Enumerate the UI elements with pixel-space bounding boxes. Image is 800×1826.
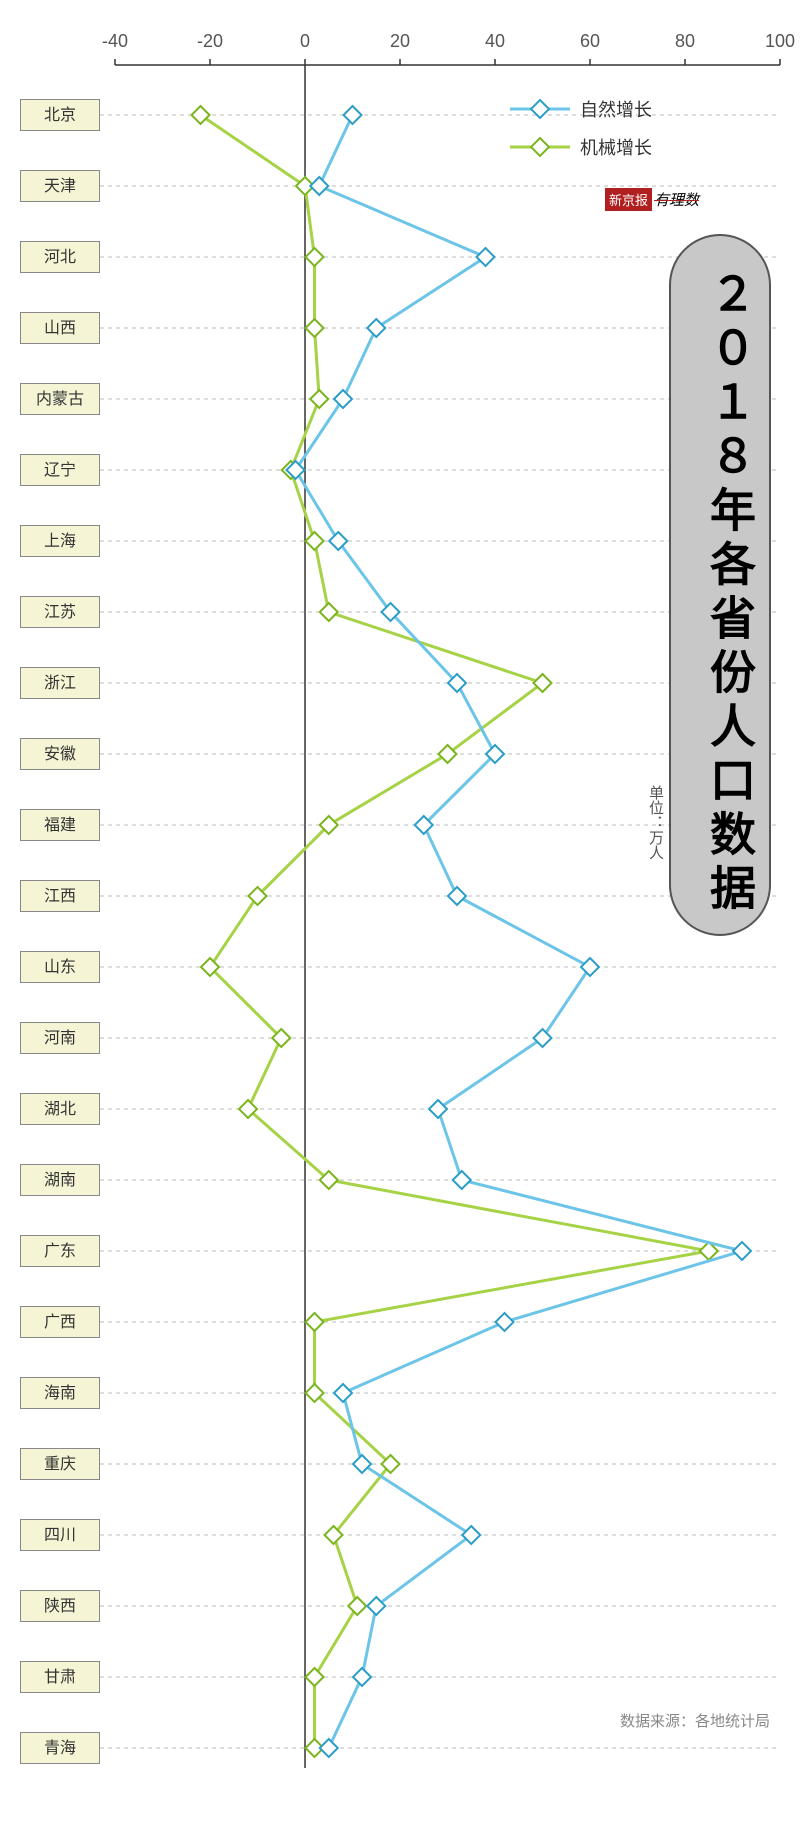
x-tick-label: 40	[485, 31, 505, 52]
province-label: 青海	[20, 1732, 100, 1764]
province-label: 广西	[20, 1306, 100, 1338]
x-tick-label: -40	[102, 31, 128, 52]
province-label: 福建	[20, 809, 100, 841]
province-label: 河北	[20, 241, 100, 273]
province-label: 山东	[20, 951, 100, 983]
province-label: 广东	[20, 1235, 100, 1267]
x-tick-label: 0	[300, 31, 310, 52]
logo-italic: 有理数	[654, 189, 699, 210]
province-label: 湖南	[20, 1164, 100, 1196]
province-label: 河南	[20, 1022, 100, 1054]
chart-title: ２０１８年各省份人口数据	[697, 270, 763, 918]
province-label: 安徽	[20, 738, 100, 770]
province-label: 甘肃	[20, 1661, 100, 1693]
x-tick-label: 100	[765, 31, 795, 52]
legend-item: 自然增长	[510, 96, 652, 122]
source-text: 数据来源：各地统计局	[620, 1710, 770, 1731]
x-tick-label: 20	[390, 31, 410, 52]
province-label: 陕西	[20, 1590, 100, 1622]
province-label: 海南	[20, 1377, 100, 1409]
province-label: 浙江	[20, 667, 100, 699]
legend-label: 自然增长	[580, 96, 652, 122]
x-tick-label: 80	[675, 31, 695, 52]
province-label: 北京	[20, 99, 100, 131]
chart-container: -40 -20 0 20 40 60 80 100 北京天津河北山西内蒙古辽宁上海江苏浙江安徽福…	[0, 0, 800, 1821]
province-label: 江苏	[20, 596, 100, 628]
legend-marker	[510, 135, 570, 159]
unit-label: 单位：万人	[645, 785, 666, 860]
province-label: 上海	[20, 525, 100, 557]
province-label: 江西	[20, 880, 100, 912]
legend-marker	[510, 97, 570, 121]
x-tick-label: 60	[580, 31, 600, 52]
province-label: 辽宁	[20, 454, 100, 486]
logo: 新京报有理数	[605, 188, 699, 211]
legend-item: 机械增长	[510, 134, 652, 160]
province-label: 内蒙古	[20, 383, 100, 415]
legend-label: 机械增长	[580, 134, 652, 160]
province-label: 四川	[20, 1519, 100, 1551]
province-label: 天津	[20, 170, 100, 202]
logo-red: 新京报	[605, 188, 652, 211]
province-label: 湖北	[20, 1093, 100, 1125]
x-tick-label: -20	[197, 31, 223, 52]
province-label: 山西	[20, 312, 100, 344]
chart-svg	[0, 0, 800, 1821]
province-label: 重庆	[20, 1448, 100, 1480]
